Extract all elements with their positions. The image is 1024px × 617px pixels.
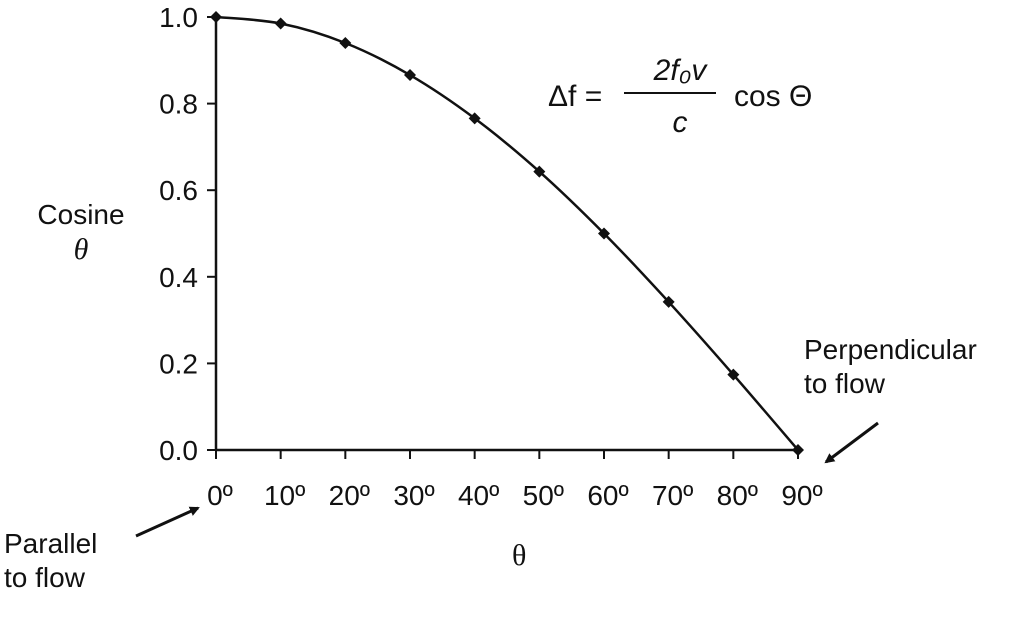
cosine-series-line (215, 15, 799, 451)
formula-lhs: Δf = (548, 80, 603, 113)
y-tick-label: 0.4 (159, 262, 198, 293)
perpendicular-note-line2: to flow (804, 367, 885, 399)
formula-fraction-bar (624, 92, 716, 94)
y-axis-label-line1: Cosine (37, 199, 125, 230)
y-tick-label: 0.2 (159, 348, 198, 379)
x-tick-label: 40º (458, 480, 499, 511)
data-point-marker (468, 112, 481, 125)
x-tick-label: 50º (523, 480, 564, 511)
data-point-marker (727, 368, 740, 381)
data-point-marker (533, 165, 546, 178)
y-axis-label: Cosine θ (22, 198, 140, 268)
data-point-marker (792, 444, 804, 456)
perpendicular-to-flow-note: Perpendicular to flow (804, 333, 977, 400)
x-tick-label: 0º (207, 480, 233, 511)
perpendicular-arrow (824, 421, 879, 464)
series-curve (215, 15, 799, 451)
x-tick-label: 30º (393, 480, 434, 511)
x-tick-label: 90º (781, 480, 822, 511)
perpendicular-note-line1: Perpendicular (804, 334, 977, 365)
y-tick-label: 0.6 (159, 175, 198, 206)
doppler-formula: Δf = 2f₀v c cos Θ (548, 54, 848, 145)
data-point-marker (339, 36, 352, 49)
formula-denominator: c (672, 106, 688, 139)
formula-rhs: cos Θ (734, 80, 813, 113)
parallel-to-flow-note: Parallel to flow (4, 527, 97, 594)
data-point-marker (662, 295, 675, 308)
y-axis-label-line2: θ (73, 232, 89, 266)
y-tick-label: 1.0 (159, 2, 198, 33)
axes (214, 17, 798, 452)
x-tick-label: 80º (717, 480, 758, 511)
parallel-arrow (135, 506, 200, 538)
x-axis-label: θ (512, 539, 527, 572)
x-tick-label: 10º (264, 480, 305, 511)
data-point-marker (598, 227, 610, 240)
x-tick-label: 60º (587, 480, 628, 511)
axis-ticks: 0.0 0.2 0.4 0.6 0.8 1.0 0º 10º 20º 30º 40º 50º 60º 70… (159, 2, 823, 511)
data-point-marker (210, 11, 222, 23)
y-tick-label: 0.0 (159, 435, 198, 466)
y-tick-label: 0.8 (159, 89, 198, 120)
data-point-marker (274, 17, 287, 30)
data-point-marker (404, 69, 416, 82)
data-points (210, 11, 804, 456)
parallel-note-line2: to flow (4, 561, 85, 593)
formula-numerator: 2f₀v (653, 54, 707, 87)
x-tick-label: 20º (329, 480, 370, 511)
parallel-note-line1: Parallel (4, 528, 98, 559)
x-tick-label: 70º (652, 480, 693, 511)
